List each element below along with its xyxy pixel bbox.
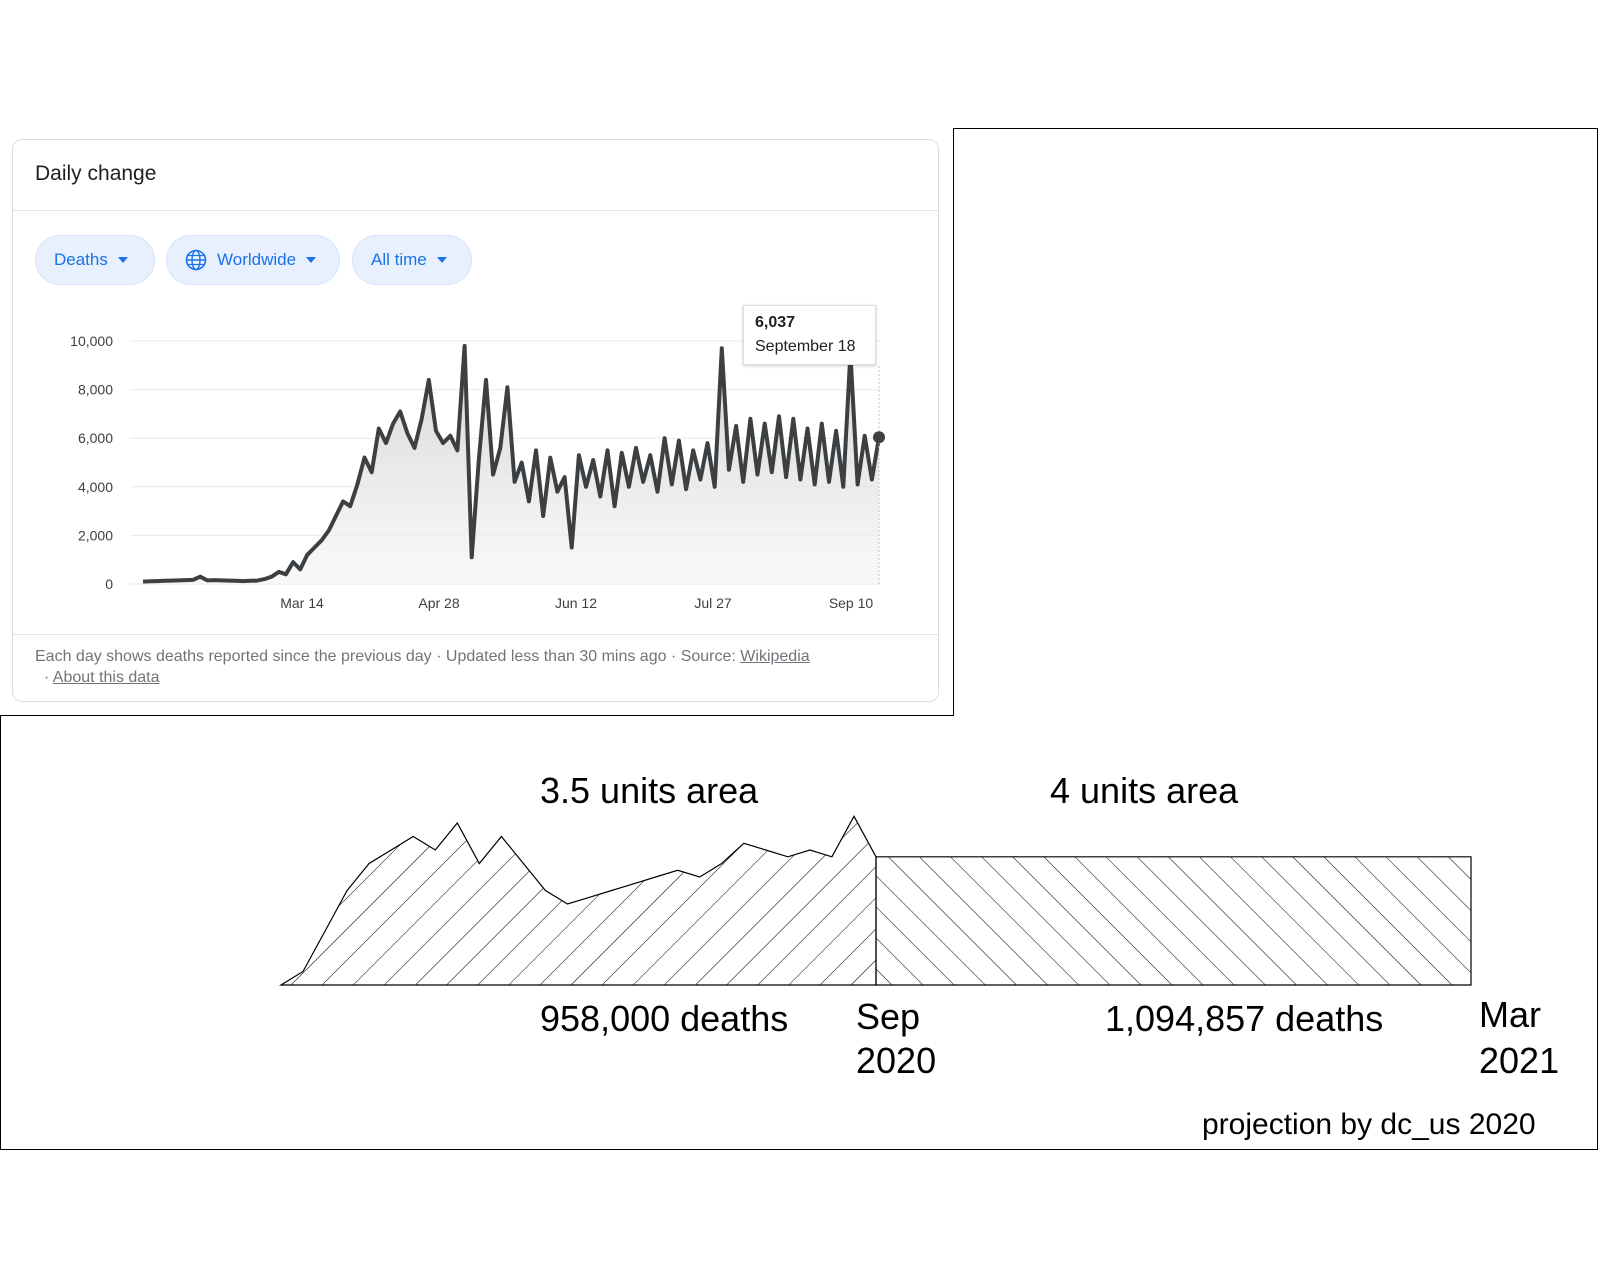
- x-tick-label: Jun 12: [555, 595, 597, 611]
- hover-point[interactable]: [873, 431, 885, 444]
- about-data-link[interactable]: About this data: [52, 669, 160, 686]
- footer-separator: ·: [43, 669, 53, 686]
- footer-divider: [13, 634, 938, 635]
- tooltip-value: 6,037: [755, 314, 796, 331]
- projected-deaths-hatched-area: [875, 856, 1472, 986]
- projection-credit: projection by dc_us 2020: [1202, 1108, 1536, 1141]
- time-range-chip-label: All time: [371, 250, 427, 269]
- card-divider: [13, 210, 938, 211]
- worldwide-chip[interactable]: Worldwide: [166, 235, 340, 285]
- chart-tooltip: 6,037 September 18: [743, 305, 876, 365]
- past-deaths-hatched-area: [278, 815, 877, 986]
- card-footer: Each day shows deaths reported since the…: [35, 646, 915, 688]
- caret-down-icon: [436, 257, 447, 263]
- left-area-label: 3.5 units area: [540, 770, 759, 811]
- y-tick-label: 0: [105, 576, 113, 592]
- sep-year-label: 2020: [856, 1040, 937, 1081]
- mar-month-label: Mar: [1479, 994, 1541, 1035]
- time-range-chip[interactable]: All time: [352, 235, 472, 285]
- worldwide-chip-label: Worldwide: [217, 250, 297, 269]
- x-axis-ticks: Mar 14 Apr 28 Jun 12 Jul 27 Sep 10: [280, 595, 873, 611]
- deaths-chip-label: Deaths: [54, 250, 108, 269]
- x-tick-label: Mar 14: [280, 595, 324, 611]
- tooltip-date: September 18: [755, 338, 856, 355]
- deaths-chip[interactable]: Deaths: [35, 235, 155, 285]
- mar-year-label: 2021: [1479, 1040, 1560, 1081]
- y-tick-label: 8,000: [78, 382, 113, 398]
- source-link[interactable]: Wikipedia: [740, 648, 810, 665]
- card-title: Daily change: [35, 162, 157, 185]
- y-tick-label: 6,000: [78, 430, 113, 446]
- y-axis-ticks: 0 2,000 4,000 6,000 8,000 10,000: [70, 333, 113, 592]
- y-tick-label: 4,000: [78, 479, 113, 495]
- daily-deaths-area: [143, 345, 879, 584]
- y-tick-label: 2,000: [78, 527, 113, 543]
- daily-deaths-line: [142, 343, 881, 584]
- footer-note: Each day shows deaths reported since the…: [35, 648, 741, 665]
- x-tick-label: Jul 27: [694, 595, 732, 611]
- globe-icon: [185, 249, 207, 271]
- left-deaths-label: 958,000 deaths: [540, 998, 789, 1039]
- x-tick-label: Apr 28: [418, 595, 459, 611]
- x-tick-label: Sep 10: [829, 595, 874, 611]
- right-deaths-label: 1,094,857 deaths: [1105, 998, 1384, 1039]
- caret-down-icon: [306, 257, 317, 263]
- caret-down-icon: [117, 257, 128, 263]
- sep-month-label: Sep: [856, 996, 921, 1037]
- daily-change-card: [12, 139, 939, 702]
- right-area-label: 4 units area: [1050, 770, 1239, 811]
- y-tick-label: 10,000: [70, 333, 113, 349]
